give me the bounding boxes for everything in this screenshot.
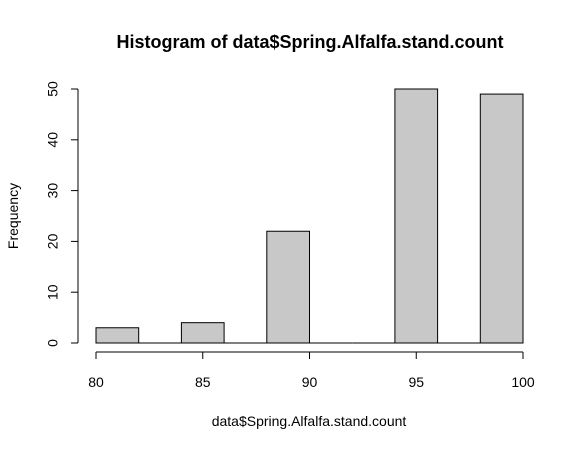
- histogram-bar-84-86: [180, 322, 225, 344]
- histogram-bar-98-100: [479, 93, 524, 344]
- x-tick-label-95: 95: [408, 374, 424, 390]
- y-tick-label-50: 50: [45, 81, 61, 97]
- y-tick-label-40: 40: [45, 132, 61, 148]
- x-tick-label-80: 80: [88, 374, 104, 390]
- x-axis: 80 85 90 95 100: [88, 351, 535, 390]
- y-tick-label-30: 30: [45, 183, 61, 199]
- chart-title: Histogram of data$Spring.Alfalfa.stand.c…: [116, 32, 503, 52]
- y-tick-label-10: 10: [45, 284, 61, 300]
- y-axis-label: Frequency: [5, 183, 21, 249]
- histogram-bar-94-96: [394, 88, 439, 344]
- histogram-bar-80-82: [95, 327, 140, 344]
- x-tick-label-100: 100: [511, 374, 535, 390]
- bars-group: [95, 88, 524, 344]
- y-axis: 0 10 20 30 40 50: [45, 81, 79, 347]
- histogram-bar-88-90: [266, 230, 310, 344]
- y-tick-label-20: 20: [45, 233, 61, 249]
- y-tick-label-0: 0: [45, 339, 61, 347]
- x-tick-label-85: 85: [195, 374, 211, 390]
- x-axis-label: data$Spring.Alfalfa.stand.count: [212, 413, 407, 429]
- x-tick-label-90: 90: [302, 374, 318, 390]
